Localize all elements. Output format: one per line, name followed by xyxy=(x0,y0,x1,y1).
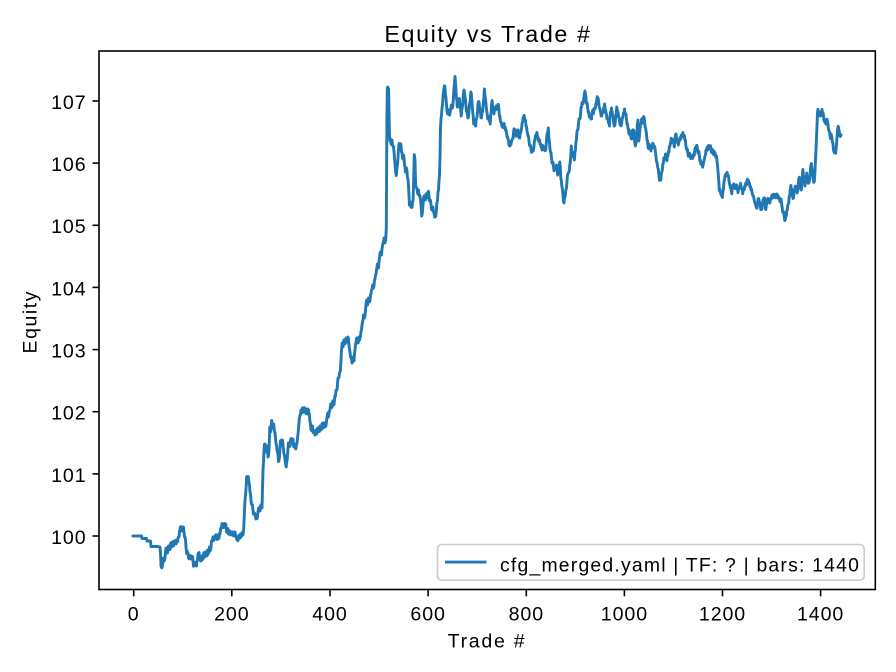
svg-text:cfg_merged.yaml | TF: ? | bars: cfg_merged.yaml | TF: ? | bars: 1440 xyxy=(500,554,860,576)
svg-text:104: 104 xyxy=(51,278,86,300)
svg-text:101: 101 xyxy=(51,465,86,487)
svg-text:400: 400 xyxy=(312,604,347,626)
svg-text:103: 103 xyxy=(51,341,86,363)
svg-text:Equity vs Trade #: Equity vs Trade # xyxy=(384,21,591,47)
svg-text:106: 106 xyxy=(51,154,86,176)
svg-text:600: 600 xyxy=(410,604,445,626)
svg-text:1200: 1200 xyxy=(699,604,746,626)
svg-text:102: 102 xyxy=(51,403,86,425)
svg-text:Trade #: Trade # xyxy=(448,630,527,652)
svg-text:Equity: Equity xyxy=(20,290,42,354)
svg-text:0: 0 xyxy=(128,604,140,626)
svg-text:107: 107 xyxy=(51,92,86,114)
svg-text:105: 105 xyxy=(51,216,86,238)
svg-text:1400: 1400 xyxy=(797,604,844,626)
svg-text:1000: 1000 xyxy=(601,604,648,626)
svg-text:200: 200 xyxy=(214,604,249,626)
svg-text:800: 800 xyxy=(509,604,544,626)
svg-text:100: 100 xyxy=(51,527,86,549)
